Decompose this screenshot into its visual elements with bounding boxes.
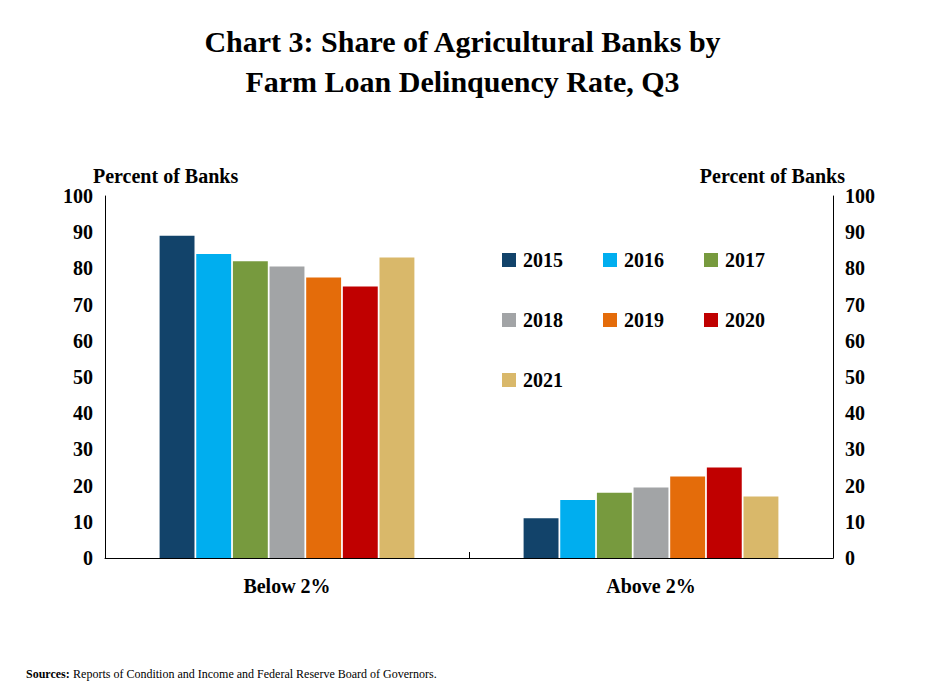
svg-text:100: 100 (845, 185, 875, 207)
svg-text:30: 30 (845, 438, 865, 460)
svg-text:30: 30 (73, 438, 93, 460)
svg-text:10: 10 (73, 511, 93, 533)
svg-text:20: 20 (73, 475, 93, 497)
svg-text:40: 40 (845, 402, 865, 424)
svg-text:Below 2%: Below 2% (243, 575, 330, 597)
svg-text:20: 20 (845, 475, 865, 497)
svg-text:50: 50 (845, 366, 865, 388)
svg-text:2019: 2019 (624, 309, 664, 331)
svg-text:Sources:: Sources: (26, 667, 70, 681)
svg-text:2016: 2016 (624, 249, 664, 271)
svg-text:Reports of Condition and Incom: Reports of Condition and Income and Fede… (73, 667, 437, 681)
svg-text:90: 90 (73, 221, 93, 243)
svg-text:2015: 2015 (523, 249, 563, 271)
svg-text:10: 10 (845, 511, 865, 533)
svg-text:0: 0 (845, 547, 855, 569)
svg-text:2018: 2018 (523, 309, 563, 331)
svg-text:70: 70 (73, 294, 93, 316)
svg-text:Chart 3: Share of Agricultural: Chart 3: Share of Agricultural Banks by (204, 25, 720, 58)
svg-text:60: 60 (845, 330, 865, 352)
svg-text:2017: 2017 (725, 249, 765, 271)
svg-text:70: 70 (845, 294, 865, 316)
svg-text:60: 60 (73, 330, 93, 352)
svg-text:50: 50 (73, 366, 93, 388)
svg-text:Above 2%: Above 2% (606, 575, 695, 597)
svg-text:Percent of Banks: Percent of Banks (93, 165, 238, 187)
svg-text:2020: 2020 (725, 309, 765, 331)
svg-text:100: 100 (63, 185, 93, 207)
svg-text:Percent of Banks: Percent of Banks (700, 165, 845, 187)
svg-text:90: 90 (845, 221, 865, 243)
svg-text:Farm Loan Delinquency Rate, Q3: Farm Loan Delinquency Rate, Q3 (245, 65, 679, 98)
svg-text:2021: 2021 (523, 369, 563, 391)
svg-text:0: 0 (83, 547, 93, 569)
svg-text:80: 80 (73, 257, 93, 279)
svg-text:80: 80 (845, 257, 865, 279)
svg-text:40: 40 (73, 402, 93, 424)
